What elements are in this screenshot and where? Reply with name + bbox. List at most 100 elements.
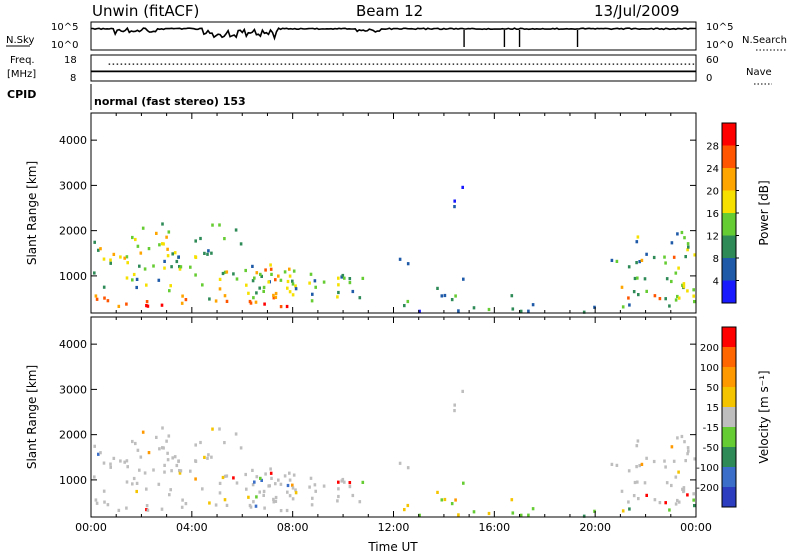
power-cell (635, 240, 639, 244)
velocity-cell (141, 430, 145, 434)
power-cell (157, 278, 161, 282)
freq-label: Freq. (10, 55, 35, 66)
power-cell (255, 291, 258, 295)
velocity-cell (670, 483, 673, 488)
velocity-cell (664, 465, 667, 469)
power-cell (123, 256, 126, 260)
velocity-cell (681, 487, 684, 491)
velocity-cell (194, 443, 197, 447)
power-cell (279, 305, 283, 309)
noise-left-tick-bottom: 10^0 (51, 40, 78, 51)
power-cell (658, 297, 662, 301)
power-cell (627, 265, 631, 269)
power-cell (672, 255, 676, 259)
noise-left-tick-top: 10^5 (51, 22, 78, 33)
velocity-cell (658, 501, 662, 505)
velocity-cell (348, 481, 352, 485)
velocity-cell (168, 493, 171, 497)
power-cell (314, 285, 317, 289)
power-cell (527, 309, 530, 313)
velocity-cell (194, 477, 197, 481)
velocity-cell (288, 494, 292, 498)
power-cell (184, 298, 188, 302)
velocity-cell (166, 458, 170, 462)
power-cell (169, 284, 172, 288)
velocity-cell (225, 503, 229, 507)
velocity-x-ticks: 00:00 04:00 08:00 12:00 16:00 20:00 00:00 (75, 317, 712, 534)
power-cell (652, 255, 656, 260)
power-cell (511, 307, 515, 311)
velocity-cell (239, 446, 243, 450)
velocity-cell (640, 462, 644, 466)
x-tick-label: 04:00 (176, 521, 208, 534)
velocity-cell (674, 502, 678, 506)
velocity-cell (126, 465, 129, 469)
noise-sky-trace (91, 26, 696, 47)
velocity-cell (692, 498, 695, 502)
velocity-cell (94, 498, 98, 502)
velocity-cell (684, 459, 687, 463)
velocity-cell (337, 487, 340, 491)
power-cell (272, 293, 275, 297)
velocity-cell (519, 513, 523, 517)
velocity-cell (206, 456, 209, 460)
velocity-cell (638, 464, 641, 468)
velocity-cell (336, 499, 339, 503)
power-cell (670, 241, 674, 245)
velocity-cell (161, 426, 164, 430)
velocity-cell (167, 434, 171, 438)
colorbar-tick-label: -200 (696, 483, 719, 494)
velocity-cell (184, 502, 188, 506)
velocity-cell (131, 439, 134, 444)
power-cell (292, 269, 296, 273)
velocity-cell (264, 472, 267, 476)
velocity-frame (90, 316, 697, 518)
velocity-cell (288, 478, 292, 482)
velocity-cell (166, 451, 169, 455)
colorbar-tick-label: -15 (703, 423, 719, 434)
velocity-cell (450, 502, 454, 506)
power-cell (155, 231, 158, 235)
velocity-cell (169, 488, 172, 492)
power-cell (615, 259, 619, 263)
power-cell (168, 289, 171, 293)
velocity-cell (103, 500, 106, 504)
power-cell (145, 300, 149, 304)
velocity-cell (152, 468, 155, 472)
power-cell (636, 276, 639, 280)
velocity-cell (279, 482, 283, 486)
power-cell (406, 299, 410, 304)
colorbar-tick-label: -50 (703, 443, 719, 454)
velocity-cell (274, 482, 277, 486)
power-cell (201, 283, 204, 287)
power-cell (680, 230, 684, 235)
power-cell (225, 270, 229, 274)
velocity-cell (106, 503, 110, 507)
velocity-cell (179, 469, 183, 473)
velocity-cell (436, 490, 439, 494)
velocity-cell (259, 476, 262, 480)
power-cell (131, 278, 134, 282)
colorbar-tick-label: 12 (706, 232, 719, 243)
power-cell (267, 280, 270, 284)
velocity-cell (235, 481, 239, 485)
power-cell (239, 242, 243, 246)
colorbar-segment (722, 447, 736, 467)
power-cell (677, 296, 681, 300)
velocity-cell (125, 480, 129, 484)
power-cell (454, 294, 457, 298)
velocity-cell (177, 459, 180, 463)
velocity-cell (131, 482, 134, 486)
power-cell (453, 205, 456, 209)
velocity-cell (254, 504, 258, 508)
velocity-cell (134, 441, 137, 446)
power-cell (163, 266, 166, 270)
power-cell (277, 274, 280, 278)
colorbar-segment (722, 280, 736, 303)
velocity-cell (253, 480, 256, 484)
x-tick-label: 00:00 (680, 521, 712, 534)
velocity-cell (633, 480, 637, 485)
velocity-cell (664, 501, 667, 505)
velocity-cell (351, 493, 355, 498)
velocity-cell (406, 466, 410, 470)
